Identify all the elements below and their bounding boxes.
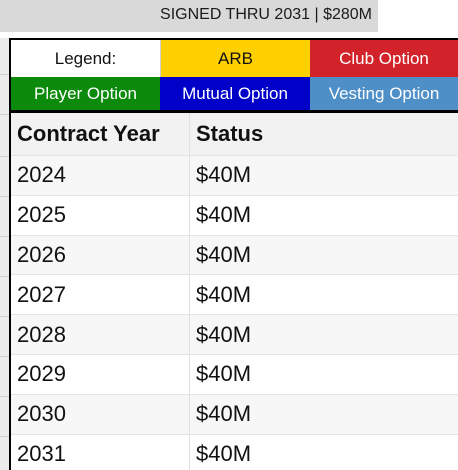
status-value: $40M <box>196 202 252 228</box>
year-value: 2025 <box>17 202 66 228</box>
gutter-line <box>0 276 9 277</box>
status-cell[interactable]: $40M <box>190 196 458 235</box>
table-row: 2027 $40M <box>11 274 458 315</box>
legend-arb[interactable]: ARB <box>160 40 310 77</box>
table-row: 2031 $40M <box>11 433 458 470</box>
contract-banner[interactable]: SIGNED THRU 2031 | $280M <box>0 0 378 32</box>
gutter-line <box>0 156 9 157</box>
contract-sheet: Legend: ARB Club Option Player Option Mu… <box>9 38 458 470</box>
year-value: 2024 <box>17 162 66 188</box>
gutter-line <box>0 356 9 357</box>
status-cell[interactable]: $40M <box>190 395 458 434</box>
year-cell[interactable]: 2029 <box>11 354 190 394</box>
table-header: Contract Year Status <box>11 113 458 155</box>
row-gutter <box>0 38 9 470</box>
table-row: 2024 $40M <box>11 155 458 195</box>
year-value: 2027 <box>17 281 66 307</box>
legend-vesting-option[interactable]: Vesting Option <box>310 77 458 110</box>
status-value: $40M <box>196 361 252 387</box>
table-row: 2028 $40M <box>11 314 458 354</box>
legend-row-1: Legend: ARB Club Option <box>11 40 458 77</box>
contract-summary: SIGNED THRU 2031 | $280M <box>160 6 372 23</box>
legend-mutual-option[interactable]: Mutual Option <box>160 77 310 110</box>
table-row: 2030 $40M <box>11 393 458 434</box>
header-cell-status[interactable]: Status <box>190 113 458 155</box>
header-contract-year: Contract Year <box>17 121 160 146</box>
legend-player-option[interactable]: Player Option <box>11 77 160 110</box>
status-cell[interactable]: $40M <box>190 435 458 470</box>
legend-label[interactable]: Legend: <box>11 40 160 77</box>
gutter-line <box>0 74 9 75</box>
year-cell[interactable]: 2028 <box>11 315 190 354</box>
contract-table: Contract Year Status 2024 $40M 2025 $40M… <box>11 113 458 470</box>
status-value: $40M <box>196 241 252 267</box>
status-cell[interactable]: $40M <box>190 275 458 314</box>
gutter-line <box>0 114 9 115</box>
gutter-line <box>0 436 9 437</box>
status-value: $40M <box>196 401 252 427</box>
table-row: 2026 $40M <box>11 234 458 275</box>
table-row: 2025 $40M <box>11 194 458 235</box>
status-value: $40M <box>196 162 252 188</box>
year-value: 2031 <box>17 440 66 466</box>
year-cell[interactable]: 2030 <box>11 394 190 434</box>
year-value: 2030 <box>17 401 66 427</box>
gutter-line <box>0 396 9 397</box>
year-cell[interactable]: 2027 <box>11 275 190 315</box>
gutter-line <box>0 196 9 197</box>
gutter-line <box>0 236 9 237</box>
status-value: $40M <box>196 321 252 347</box>
year-value: 2028 <box>17 321 66 347</box>
year-cell[interactable]: 2025 <box>11 195 190 235</box>
status-value: $40M <box>196 281 252 307</box>
table-row: 2029 $40M <box>11 353 458 394</box>
table-body: 2024 $40M 2025 $40M 2026 $40M 2027 $40M … <box>11 155 458 470</box>
year-value: 2026 <box>17 241 66 267</box>
legend-club-option[interactable]: Club Option <box>310 40 458 77</box>
year-cell[interactable]: 2031 <box>11 434 190 470</box>
year-cell[interactable]: 2026 <box>11 235 190 275</box>
status-value: $40M <box>196 440 252 466</box>
status-cell[interactable]: $40M <box>190 355 458 394</box>
gutter-line <box>0 316 9 317</box>
status-cell[interactable]: $40M <box>190 156 458 195</box>
status-cell[interactable]: $40M <box>190 315 458 354</box>
year-cell[interactable]: 2024 <box>11 156 190 195</box>
header-cell-year[interactable]: Contract Year <box>11 113 190 155</box>
legend-row-2: Player Option Mutual Option Vesting Opti… <box>11 77 458 113</box>
status-cell[interactable]: $40M <box>190 236 458 275</box>
header-status: Status <box>196 121 264 146</box>
year-value: 2029 <box>17 361 66 387</box>
